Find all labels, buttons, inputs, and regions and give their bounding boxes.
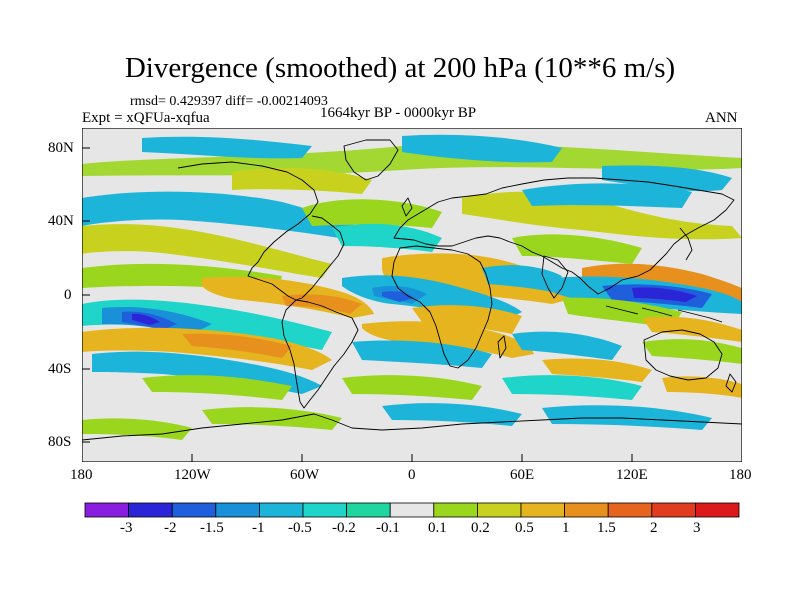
lat-tick-label: 40S [48, 361, 72, 377]
colorbar-label: 1 [562, 520, 570, 536]
colorbar-box [258, 502, 304, 518]
colorbar-label: -3 [120, 520, 133, 536]
coast-new-zealand [725, 373, 737, 393]
lon-tick-label: 120W [174, 467, 211, 483]
colorbar-label: -0.5 [288, 520, 312, 536]
experiment-label: Expt = xQFUa-xqfua [82, 110, 210, 126]
colorbar-label: 0.2 [471, 520, 490, 536]
colorbar-label: 0.1 [428, 520, 447, 536]
colorbar-box [346, 502, 391, 518]
coast-japan [679, 227, 693, 261]
lat-tick-label: 80N [48, 140, 74, 156]
colorbar-box [171, 502, 217, 518]
colorbar-box [84, 502, 129, 518]
coast-uk [401, 197, 413, 217]
map-ticks [82, 147, 742, 462]
colorbar-box [520, 502, 565, 518]
colorbar-label: -0.1 [376, 520, 400, 536]
lat-tick-label: 0 [64, 287, 72, 303]
colorbar-box [695, 502, 740, 518]
colorbar-box [433, 502, 478, 518]
coast-north-america [177, 161, 345, 301]
coast-greenland [343, 139, 399, 181]
coast-south-america [281, 299, 359, 409]
coastlines [82, 139, 742, 441]
lat-tick-label: 80S [48, 434, 72, 450]
colorbar-label: -0.2 [332, 520, 356, 536]
colorbar [84, 502, 740, 518]
colorbar-label: -2 [164, 520, 177, 536]
lon-tick-label: 60W [290, 467, 320, 483]
colorbar-box [302, 502, 347, 518]
divergence-map [82, 128, 742, 462]
colorbar-box [607, 502, 653, 518]
colorbar-box [476, 502, 522, 518]
colorbar-label: 0.5 [515, 520, 534, 536]
lon-tick-label: 180 [70, 467, 93, 483]
colorbar-label: 2 [650, 520, 658, 536]
coast-india [541, 255, 569, 299]
colorbar-box [651, 502, 696, 518]
lat-tick-label: 40N [48, 213, 74, 229]
colorbar-label: -1 [252, 520, 265, 536]
coast-europe-asia [393, 177, 735, 295]
colorbar-label: 1.5 [597, 520, 616, 536]
colorbar-label: -1.5 [200, 520, 224, 536]
coast-antarctica [82, 413, 742, 441]
lon-tick-label: 0 [408, 467, 416, 483]
divergence-field [82, 134, 742, 440]
coast-africa [391, 245, 493, 369]
season-label: ANN [705, 110, 738, 126]
colorbar-label: 3 [693, 520, 701, 536]
coast-australia [643, 329, 723, 381]
stats-line: rmsd= 0.429397 diff= -0.00214093 [130, 94, 328, 109]
colorbar-box [389, 502, 435, 518]
period-label: 1664kyr BP - 0000kyr BP [320, 105, 477, 121]
lon-tick-label: 60E [510, 467, 535, 483]
colorbar-box [564, 502, 609, 518]
coast-indonesia [605, 305, 723, 323]
lon-tick-label: 120E [616, 467, 648, 483]
plot-title: Divergence (smoothed) at 200 hPa (10**6 … [124, 52, 676, 84]
colorbar-box [215, 502, 260, 518]
lon-tick-label: 180 [729, 467, 752, 483]
colorbar-box [128, 502, 173, 518]
coast-madagascar [497, 335, 507, 359]
